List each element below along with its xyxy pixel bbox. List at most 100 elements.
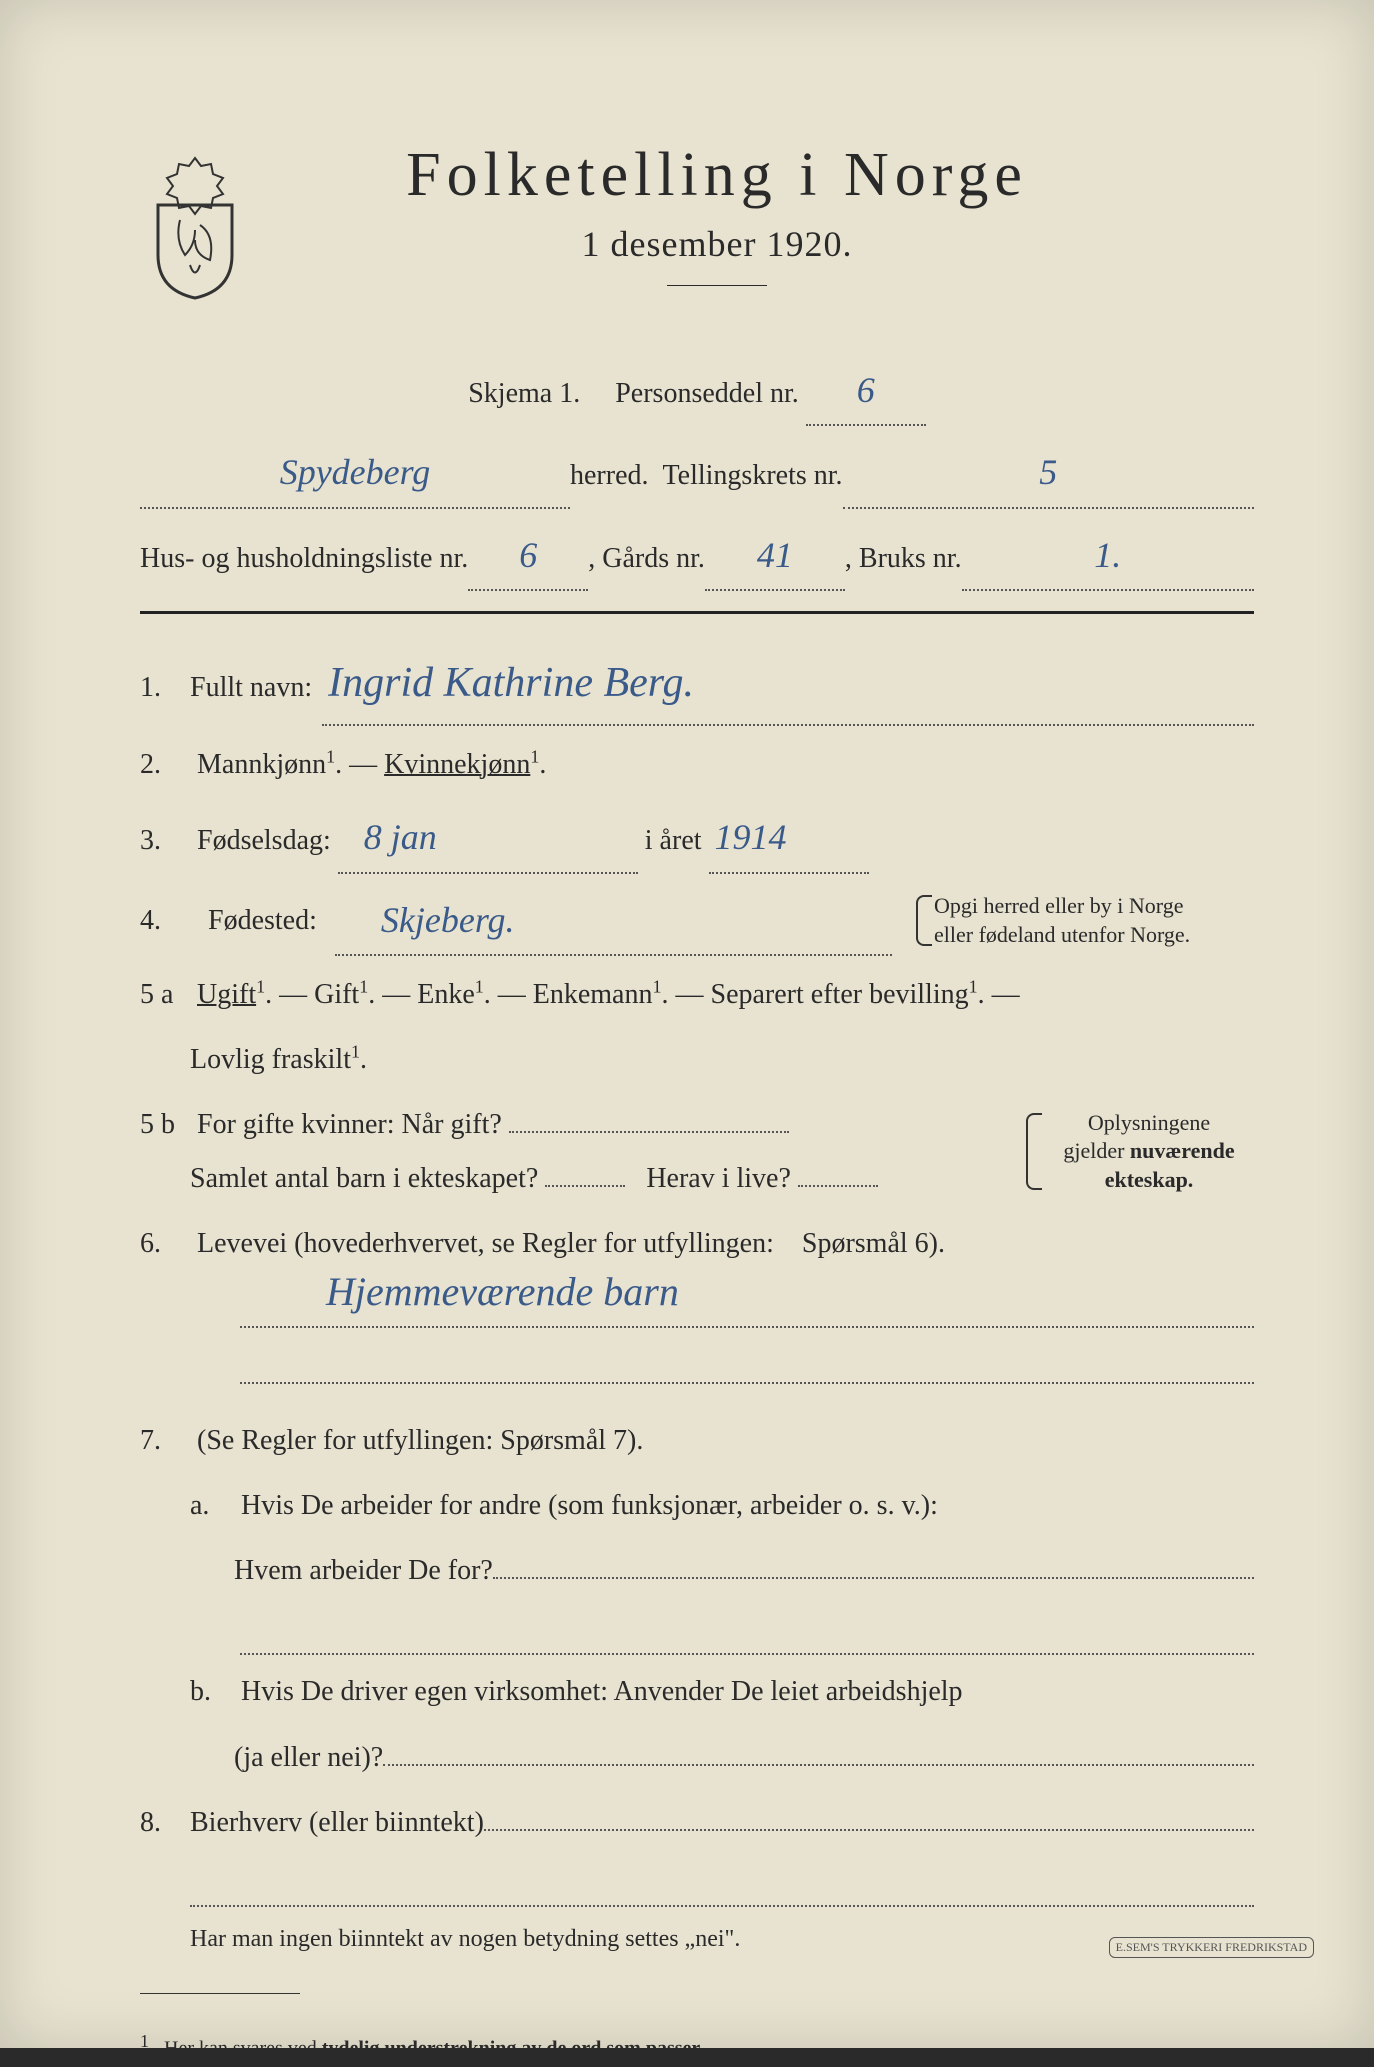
q5b-row: 5 b For gifte kvinner: Når gift? Samlet … (140, 1098, 1254, 1204)
q8-label: Bierhverv (eller biinntekt) (190, 1796, 484, 1849)
footnote: 1 Her kan svares ved tydelig understrekn… (140, 2024, 1254, 2067)
q6-field-2 (240, 1338, 1254, 1384)
personseddel-value: 6 (851, 356, 881, 424)
q1-value: Ingrid Kathrine Berg. (322, 644, 700, 724)
q7b-field (383, 1764, 1254, 1766)
q5b-note-l2-a: gjelder (1063, 1138, 1130, 1163)
coat-of-arms-icon (140, 150, 250, 300)
q3-num: 3. (140, 814, 190, 867)
q3-year-field: 1914 (709, 803, 869, 873)
q7a-row2: Hvem arbeider De for? (234, 1544, 1254, 1597)
form-body: Skjema 1. Personseddel nr. 6 Spydeberg h… (140, 356, 1254, 2067)
q5a-gift: Gift (314, 979, 359, 1010)
q2-num: 2. (140, 738, 190, 791)
q1-field: Ingrid Kathrine Berg. (322, 644, 1254, 726)
q7a-num: a. (190, 1479, 234, 1532)
q7-num: 7. (140, 1414, 190, 1467)
printer-mark: E.SEM'S TRYKKERI FREDRIKSTAD (1109, 1937, 1314, 1958)
q5a-num: 5 a (140, 968, 190, 1021)
husliste-field: 6 (468, 521, 588, 591)
census-form-page: Folketelling i Norge 1 desember 1920. Sk… (0, 0, 1374, 2048)
q5b-line2: Samlet antal barn i ekteskapet? Herav i … (190, 1152, 1002, 1205)
q3-day-value: 8 jan (358, 803, 443, 871)
tellingskrets-value: 5 (1033, 438, 1063, 506)
q6-field-1: Hjemmeværende barn (240, 1282, 1254, 1328)
q1-num: 1. (140, 661, 190, 714)
q5b-gift-field (509, 1131, 789, 1133)
husliste-row: Hus- og husholdningsliste nr. 6 , Gårds … (140, 521, 1254, 591)
husliste-value: 6 (513, 521, 543, 589)
tellingskrets-field: 5 (843, 438, 1254, 508)
q7b-row2: (ja eller nei)? (234, 1731, 1254, 1784)
q4-value: Skjeberg. (375, 886, 521, 954)
q7a-field (493, 1577, 1254, 1579)
q2-row: 2. Mannkjønn1. — Kvinnekjønn1. (140, 738, 1254, 791)
title-block: Folketelling i Norge 1 desember 1920. (290, 140, 1254, 316)
subtitle: 1 desember 1920. (290, 223, 1144, 265)
q3-year-label: i året (645, 825, 702, 856)
q8-field-2 (190, 1861, 1254, 1907)
q7a-l1: Hvis De arbeider for andre (som funksjon… (241, 1490, 938, 1521)
personseddel-field: 6 (806, 356, 926, 426)
q7a-field-2 (240, 1609, 1254, 1655)
q5b-note-l2-b: nuværende (1130, 1138, 1235, 1163)
q4-num: 4. (140, 894, 190, 947)
husliste-label: Hus- og husholdningsliste nr. (140, 532, 468, 585)
main-title: Folketelling i Norge (290, 140, 1144, 211)
q6-label2: Spørsmål 6). (802, 1228, 945, 1259)
q5a-fraskilt: Lovlig fraskilt (190, 1044, 351, 1075)
q5a-enkemann: Enkemann (533, 979, 653, 1010)
gards-value: 41 (751, 521, 799, 589)
header: Folketelling i Norge 1 desember 1920. (140, 140, 1254, 316)
q4-note-l1: Opgi herred eller by i Norge (934, 892, 1254, 921)
title-divider (667, 285, 767, 286)
q5a-enke: Enke (417, 979, 475, 1010)
q5b-l1: For gifte kvinner: Når gift? (197, 1109, 502, 1140)
skjema-label: Skjema 1. (468, 378, 580, 409)
q5b-note-l1: Oplysningene (1044, 1109, 1254, 1138)
q1-row: 1. Fullt navn: Ingrid Kathrine Berg. (140, 644, 1254, 726)
q5b-note: Oplysningene gjelder nuværende ekteskap. (1044, 1109, 1254, 1195)
gards-label: , Gårds nr. (588, 532, 705, 585)
q5b-num: 5 b (140, 1098, 190, 1151)
q8-note: Har man ingen biinntekt av nogen betydni… (190, 1926, 740, 1952)
q2-kvinne: Kvinnekjønn (384, 749, 530, 780)
q7-label: (Se Regler for utfyllingen: Spørsmål 7). (197, 1425, 643, 1456)
herred-label: herred. (570, 449, 649, 502)
q6-num: 6. (140, 1217, 190, 1270)
bruks-label: , Bruks nr. (845, 532, 962, 585)
q2-mann: Mannkjønn (197, 749, 326, 780)
herred-field: Spydeberg (140, 438, 570, 508)
tellingskrets-label: Tellingskrets nr. (663, 449, 843, 502)
q5a-row2: Lovlig fraskilt1. (190, 1033, 1254, 1086)
q7-row: 7. (Se Regler for utfyllingen: Spørsmål … (140, 1414, 1254, 1467)
q6-value: Hjemmeværende barn (320, 1254, 685, 1330)
q7b-l1: Hvis De driver egen virksomhet: Anvender… (241, 1676, 963, 1707)
q5a-separert: Separert efter bevilling (711, 979, 969, 1010)
q5a-ugift: Ugift (197, 979, 256, 1010)
q5b-barn-field (545, 1185, 625, 1187)
q7a-row: a. Hvis De arbeider for andre (som funks… (140, 1479, 1254, 1532)
q3-day-field: 8 jan (338, 803, 638, 873)
q3-row: 3. Fødselsdag: 8 jan i året 1914 (140, 803, 1254, 873)
q5b-l2a: Samlet antal barn i ekteskapet? (190, 1163, 538, 1194)
bruks-value: 1. (1088, 521, 1127, 589)
q5b-left: 5 b For gifte kvinner: Når gift? Samlet … (140, 1098, 1002, 1204)
herred-row: Spydeberg herred. Tellingskrets nr. 5 (140, 438, 1254, 508)
gards-field: 41 (705, 521, 845, 591)
q4-note: Opgi herred eller by i Norge eller fødel… (934, 892, 1254, 949)
q8-field (484, 1829, 1254, 1831)
q6-row: 6. Levevei (hovederhvervet, se Regler fo… (140, 1217, 1254, 1270)
herred-value: Spydeberg (274, 438, 437, 506)
q8-row: 8. Bierhverv (eller biinntekt) (140, 1796, 1254, 1849)
top-divider (140, 611, 1254, 614)
q3-year-value: 1914 (709, 803, 793, 871)
q7b-l2: (ja eller nei)? (234, 1731, 383, 1784)
q5b-note-l3: ekteskap. (1105, 1167, 1194, 1192)
q5b-live-field (798, 1185, 878, 1187)
q4-row: 4. Fødested: Skjeberg. Opgi herred eller… (140, 886, 1254, 956)
q7b-num: b. (190, 1665, 234, 1718)
q4-label: Fødested: (208, 894, 317, 947)
q4-note-l2: eller fødeland utenfor Norge. (934, 921, 1254, 950)
q7a-l2: Hvem arbeider De for? (234, 1544, 493, 1597)
